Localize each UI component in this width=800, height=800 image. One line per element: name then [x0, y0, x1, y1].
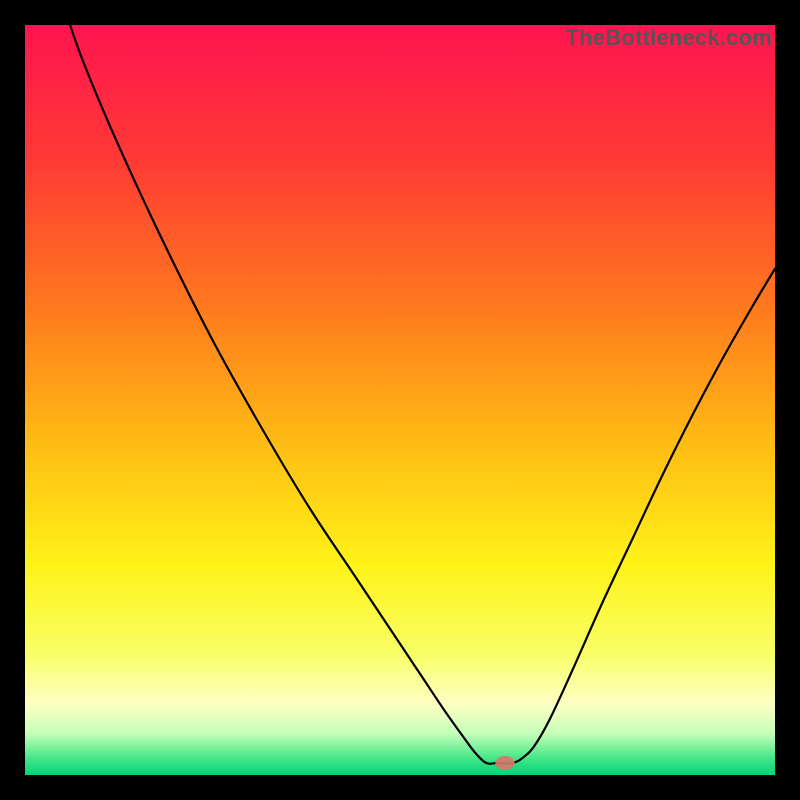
gradient-background — [25, 25, 775, 775]
chart-frame: TheBottleneck.com — [0, 0, 800, 800]
plot-area: TheBottleneck.com — [25, 25, 775, 775]
minimum-marker — [495, 756, 515, 770]
watermark-text: TheBottleneck.com — [566, 25, 772, 51]
plot-svg — [25, 25, 775, 775]
